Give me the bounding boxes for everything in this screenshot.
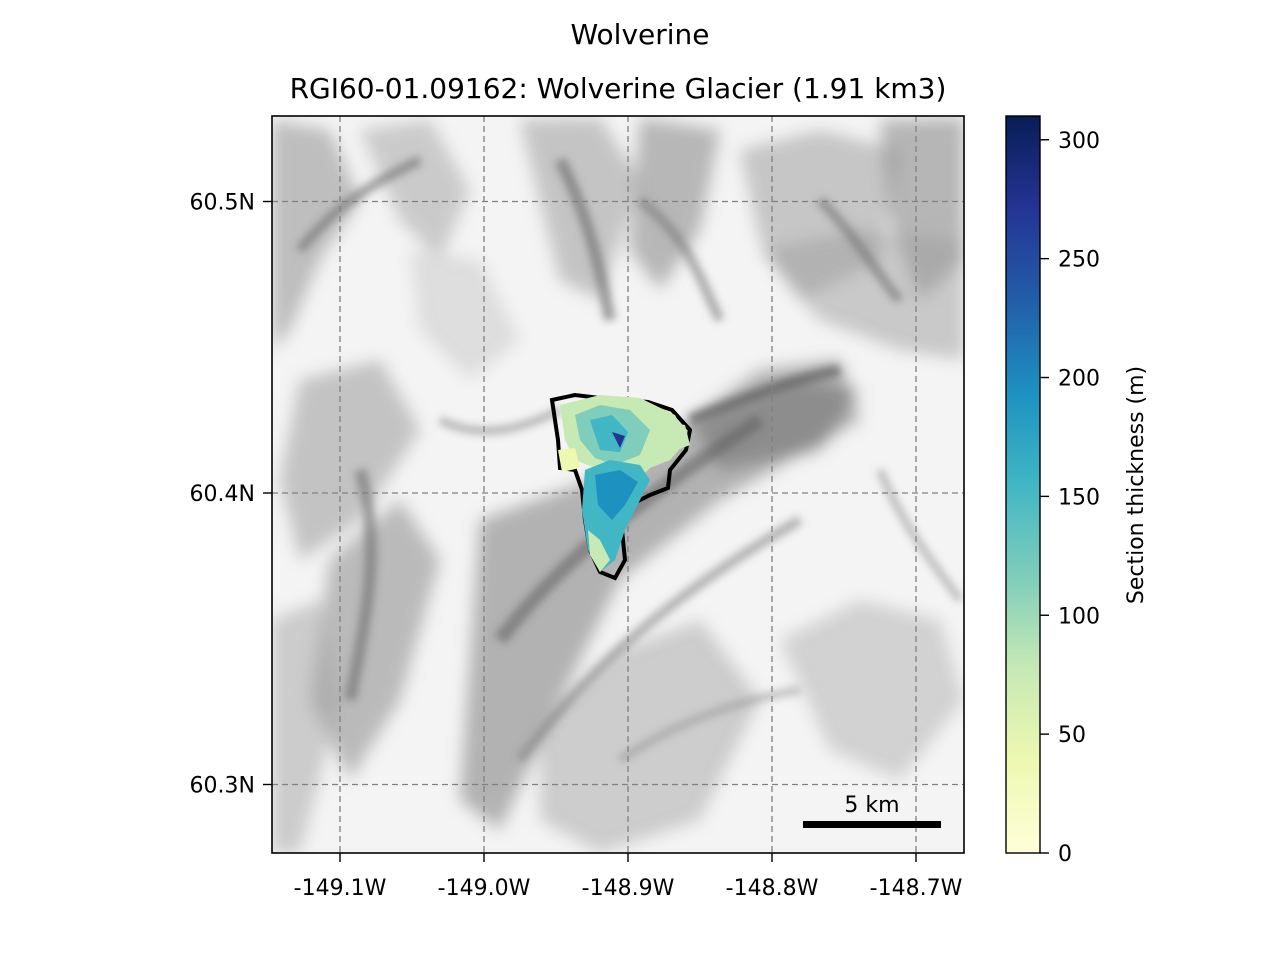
map-frame [271,115,965,854]
y-tick-label-0: 60.5N [190,191,255,216]
colorbar-tick-label-5: 250 [1058,248,1100,273]
colorbar-gradient [1006,116,1040,853]
x-tick-label-1: -149.0W [438,876,531,901]
scale-bar-label: 5 km [844,793,899,818]
map-panel: 5 km [272,116,964,853]
colorbar-ticks: 0 50 100 150 200 250 300 [1040,129,1100,867]
colorbar-label: Section thickness (m) [1124,366,1149,604]
x-tick-label-3: -148.8W [726,876,819,901]
scale-bar: 5 km [803,793,941,828]
map-title: RGI60-01.09162: Wolverine Glacier (1.91 … [290,72,947,105]
colorbar-tick-label-0: 0 [1058,842,1072,867]
colorbar-tick-label-2: 100 [1058,604,1100,629]
glacier-terminus [588,530,610,572]
glacier-thickness-overlay [549,392,693,581]
colorbar-tick-label-4: 200 [1058,367,1100,392]
x-tick-label-2: -148.9W [582,876,675,901]
glacier-west-lobe [558,448,580,472]
glacier-east-lobe [655,420,690,452]
y-tick-label-2: 60.3N [190,774,255,799]
glacier-tongue-core [595,470,638,520]
colorbar: 0 50 100 150 200 250 300 Section thickness (m) [1005,115,1149,867]
y-axis: 60.5N 60.4N 60.3N [190,191,272,799]
colorbar-tick-label-3: 150 [1058,485,1100,510]
hillshade-terrain [272,118,964,853]
figure-suptitle: Wolverine [570,18,709,51]
x-tick-label-0: -149.1W [294,876,387,901]
colorbar-tick-label-1: 50 [1058,723,1086,748]
scale-bar-line [803,821,941,828]
colorbar-frame [1005,115,1041,854]
colorbar-tick-label-6: 300 [1058,129,1100,154]
glacier-max-thickness [612,432,625,448]
x-axis: -149.1W -149.0W -148.9W -148.8W -148.7W [294,853,963,901]
y-tick-label-1: 60.4N [190,482,255,507]
x-tick-label-4: -148.7W [870,876,963,901]
